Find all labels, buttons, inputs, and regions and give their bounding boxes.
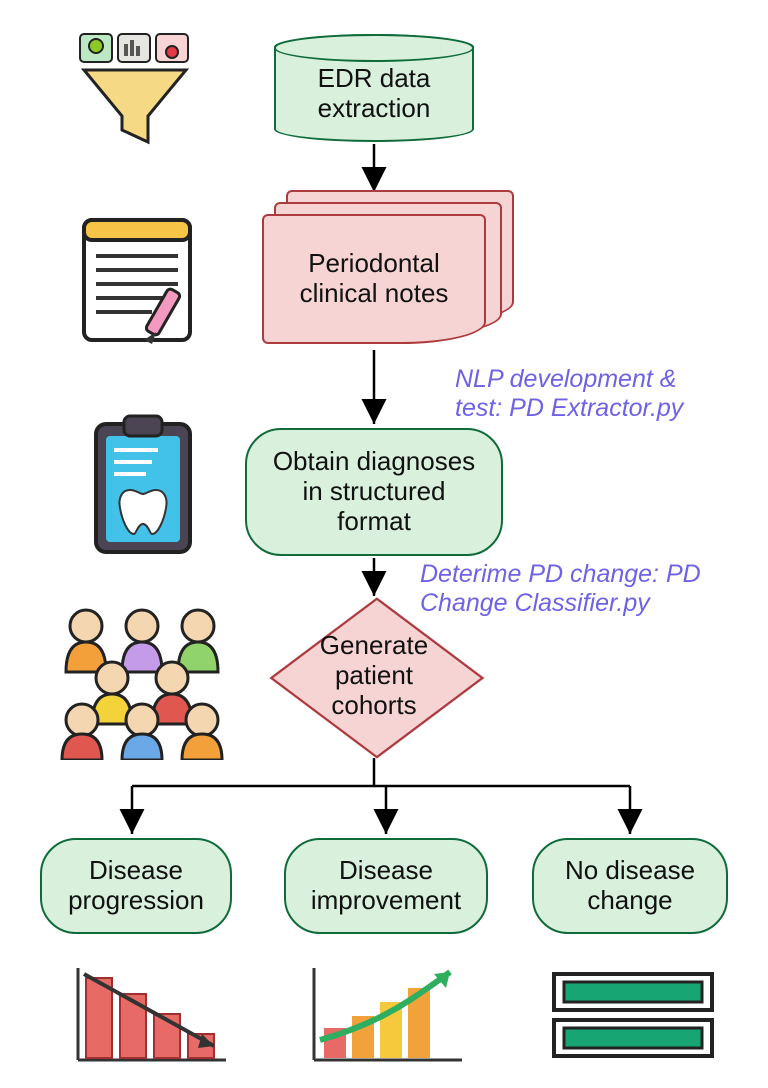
node-no-disease-change: No disease change: [532, 838, 728, 934]
node-obtain-label: Obtain diagnoses in structured format: [273, 447, 475, 537]
clipboard-tooth-icon: [88, 410, 198, 560]
node-disease-improvement: Disease improvement: [284, 838, 488, 934]
annotation-nlp-development: NLP development & test: PD Extractor.py: [455, 365, 683, 423]
no-change-bars-icon: [548, 968, 718, 1064]
node-cohorts-label: Generate patient cohorts: [296, 631, 452, 721]
node-periodontal-clinical-notes: Periodontal clinical notes: [262, 214, 486, 344]
node-obtain-diagnoses: Obtain diagnoses in structured format: [245, 428, 503, 556]
node-prog-label: Disease progression: [68, 856, 204, 916]
annotation-pd-change: Deterime PD change: PD Change Classifier…: [420, 560, 701, 618]
rising-bars-icon: [300, 962, 470, 1068]
node-disease-progression: Disease progression: [40, 838, 232, 934]
people-cohort-icon: [42, 600, 242, 760]
funnel-filter-icon: [70, 30, 200, 150]
node-edr-data-extraction: EDR data extraction: [274, 34, 474, 142]
declining-bars-icon: [64, 960, 234, 1068]
node-cohorts-label-wrap: Generate patient cohorts: [296, 598, 452, 754]
notepad-icon: [72, 200, 202, 350]
node-nochange-label: No disease change: [565, 856, 695, 916]
node-generate-patient-cohorts: Generate patient cohorts: [270, 598, 478, 754]
node-improv-label: Disease improvement: [311, 856, 461, 916]
node-edr-label: EDR data extraction: [318, 64, 431, 124]
node-notes-label: Periodontal clinical notes: [300, 249, 449, 309]
